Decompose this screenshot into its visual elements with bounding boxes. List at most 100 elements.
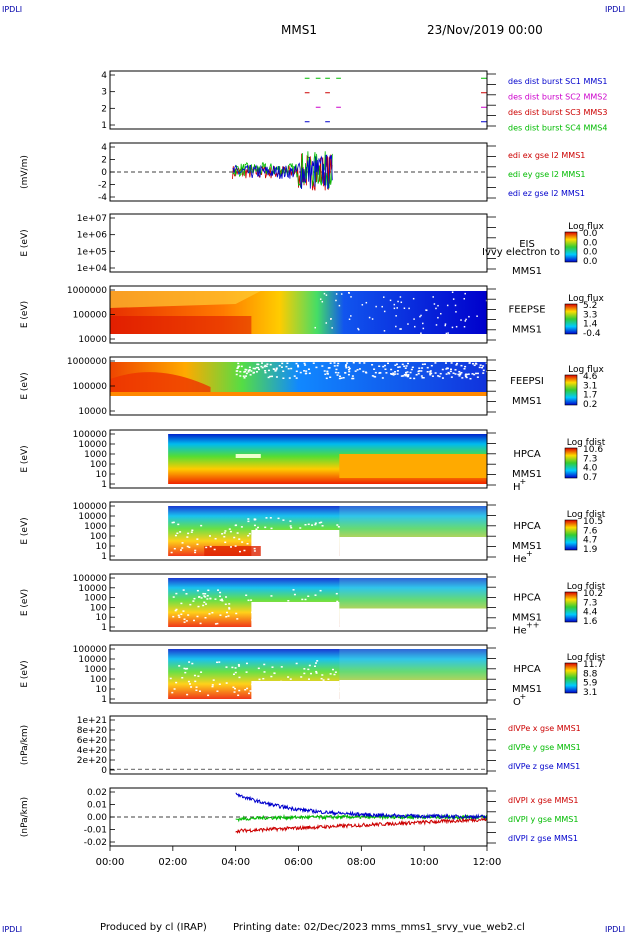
spectrogram-gap	[309, 603, 312, 606]
spectrogram-gap	[298, 546, 301, 549]
spectrogram-gap	[468, 315, 470, 318]
spectrogram-gap	[245, 372, 248, 375]
spectrogram-gap	[223, 535, 226, 538]
spectrogram-gap	[313, 665, 316, 668]
spectrogram-gap	[296, 612, 299, 614]
instrument-label: HPCA	[513, 664, 541, 675]
spectrogram-gap	[248, 532, 251, 535]
spectrogram-gap	[238, 676, 241, 679]
colorbar-value: 0.0	[583, 238, 598, 248]
spectrogram-gap	[339, 623, 342, 626]
spectrogram-gap	[281, 362, 284, 365]
spectrogram-gap	[296, 687, 299, 689]
spectrogram-gap	[437, 304, 439, 307]
y-tick-label: 1e+04	[77, 264, 108, 274]
spectrogram-gap	[471, 362, 474, 365]
spectrogram-gap	[244, 688, 247, 691]
spectrogram-gap	[408, 307, 410, 310]
spectrogram-gap	[236, 618, 239, 620]
spectrogram-gap	[452, 298, 455, 300]
spectrogram-gap	[357, 328, 360, 331]
spectrogram-gap	[287, 676, 290, 678]
spectrogram-gap	[195, 686, 198, 688]
spectrogram-gap	[358, 368, 361, 370]
spectrogram-gap	[294, 535, 297, 537]
spectrogram-feature	[110, 316, 252, 334]
spectrogram-gap	[288, 608, 291, 610]
spectrogram-gap	[225, 596, 228, 598]
spectrogram-gap	[185, 593, 188, 595]
spectrogram-gap	[195, 689, 198, 692]
spectrogram-gap	[219, 614, 222, 616]
time-tick-label: 12:00	[473, 857, 502, 868]
spacecraft-label: MMS1	[512, 325, 542, 336]
spectrogram-gap	[465, 373, 468, 376]
y-tick-label: 0.00	[87, 813, 107, 823]
species-label: H	[513, 482, 521, 493]
spectrogram-gap	[323, 541, 326, 544]
panel-burst: 1 2 3 4 des dist burst SC1 MMS1 des dist burs…	[101, 70, 607, 133]
spectrogram-gap	[336, 524, 339, 526]
colorbar-title: Log flux	[568, 294, 604, 304]
plot-content	[110, 792, 488, 834]
corner-label-top-left: IPDLI	[2, 5, 22, 14]
spectrogram-gap	[191, 529, 194, 532]
spectrogram-gap	[422, 377, 425, 379]
spectrogram-gap	[238, 538, 241, 540]
y-tick-label: 4	[101, 71, 107, 81]
spectrogram-gap	[218, 683, 221, 685]
y-tick-label: 100000	[73, 645, 108, 655]
spectrogram-gap	[445, 368, 448, 370]
spectrogram-gap	[186, 693, 189, 696]
spectrogram-gap	[247, 369, 250, 372]
spectrogram-gap	[181, 547, 184, 549]
colorbar	[564, 231, 578, 263]
spectrogram-gap	[172, 615, 175, 618]
spectrogram-gap	[204, 596, 207, 598]
spectrogram-gap	[324, 373, 327, 376]
spectrogram-gap	[383, 310, 386, 313]
spectrogram-gap	[450, 362, 453, 364]
spectrogram-gap	[403, 307, 406, 310]
spectrogram-gap	[231, 666, 234, 669]
spectrogram-gap	[383, 330, 386, 332]
spectrogram-gap	[378, 372, 381, 374]
spectrogram-gap	[371, 318, 374, 320]
spectrogram-gap	[336, 600, 339, 603]
instrument-label: EIS	[519, 239, 535, 250]
spectrogram-gap	[320, 531, 323, 533]
spectrogram-band	[339, 454, 487, 478]
spectrogram-gap	[482, 365, 485, 367]
spectrogram-gap	[348, 367, 351, 370]
spectrogram-gap	[224, 541, 227, 544]
spectrogram-gap	[198, 596, 201, 598]
spectrogram-gap	[277, 517, 280, 520]
y-tick-label: -0.01	[84, 826, 107, 836]
spectrogram-gap	[234, 671, 237, 674]
y-tick-label: 10	[96, 542, 108, 552]
spectrogram-gap	[321, 674, 324, 676]
spectrogram-gap	[410, 368, 413, 371]
spectrogram-gap	[316, 660, 319, 662]
spectrogram-gap	[284, 611, 287, 613]
spectrogram-gap	[335, 540, 338, 543]
spectrogram-gap	[379, 372, 382, 374]
spectrogram-gap	[321, 300, 324, 303]
spectrogram-gap	[218, 595, 221, 598]
spectrogram-gap	[373, 368, 376, 370]
spectrogram-gap	[399, 328, 401, 330]
y-tick-label: 1	[101, 695, 107, 705]
spectrogram-band	[110, 392, 487, 396]
spectrogram-gap	[249, 690, 252, 692]
spectrogram-gap	[420, 332, 422, 335]
y-tick-label: 10000	[78, 655, 107, 665]
legend-entry: des dist burst SC4 MMS4	[508, 124, 607, 133]
spectrogram-gap	[251, 602, 340, 627]
spectrogram-gap	[278, 547, 281, 549]
spectrogram-gap	[322, 617, 325, 620]
spectrogram-gap	[346, 362, 349, 364]
spectrogram-gap	[184, 671, 187, 674]
colorbar-value: 5.9	[583, 679, 598, 689]
y-tick-label: 2e+20	[77, 756, 108, 766]
